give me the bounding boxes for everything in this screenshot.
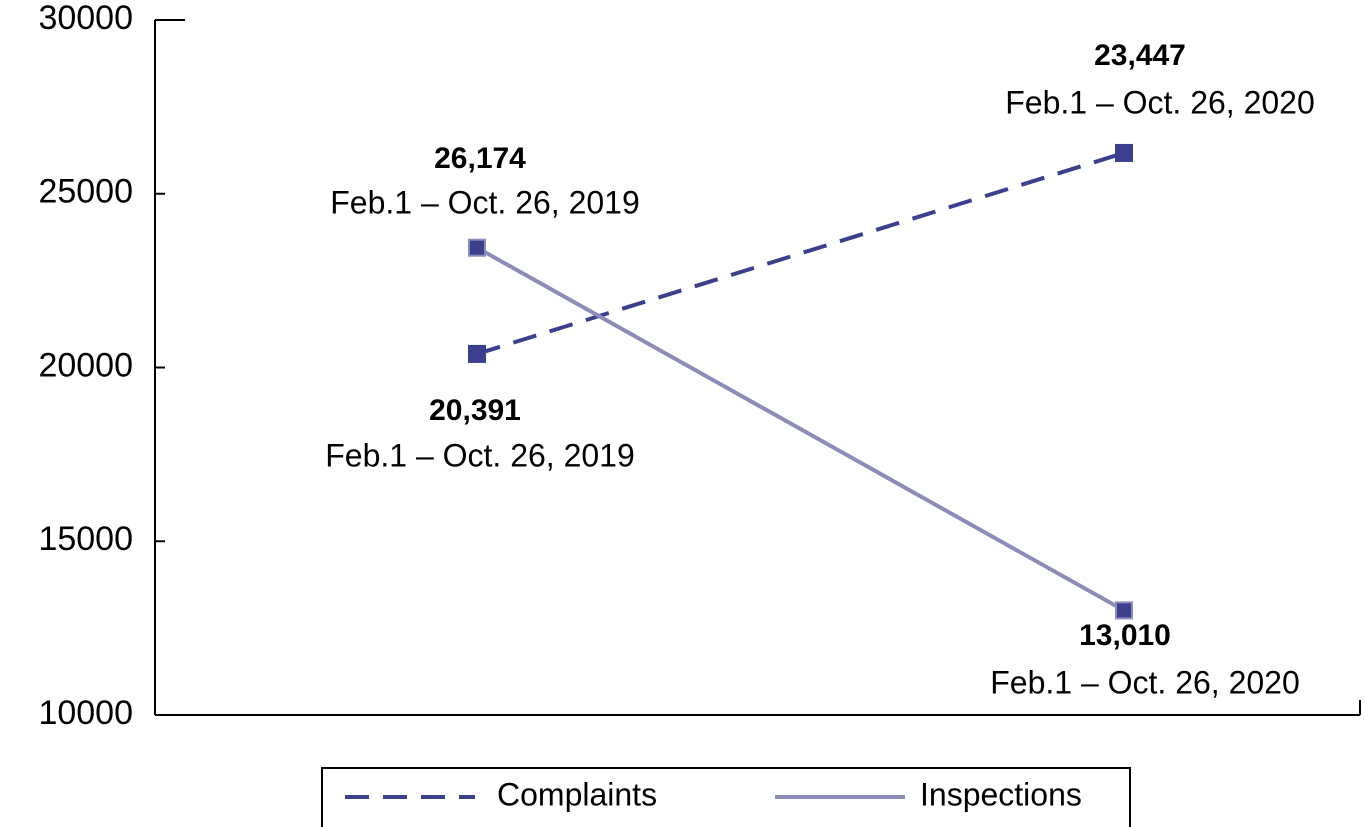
- y-tick-label: 25000: [38, 173, 133, 211]
- y-tick-label: 30000: [38, 0, 133, 37]
- annotation-label: Feb.1 – Oct. 26, 2020: [1005, 84, 1315, 120]
- annotation-value: 20,391: [429, 394, 521, 427]
- annotation-label: Feb.1 – Oct. 26, 2019: [325, 437, 635, 473]
- series-line: [476, 151, 1125, 356]
- point-marker: [468, 238, 486, 257]
- annotation-value: 23,447: [1094, 39, 1186, 72]
- annotation-value: 26,174: [434, 142, 526, 175]
- y-tick-label: 20000: [38, 346, 133, 384]
- point-marker: [468, 344, 486, 363]
- point-marker: [1115, 143, 1133, 162]
- legend-label: Complaints: [497, 776, 657, 812]
- legend-box: [321, 767, 1131, 827]
- annotation-label: Feb.1 – Oct. 26, 2020: [990, 664, 1300, 700]
- legend-label: Inspections: [920, 776, 1082, 812]
- annotation-label: Feb.1 – Oct. 26, 2019: [330, 184, 640, 220]
- y-tick-label: 10000: [38, 694, 133, 732]
- y-tick-label: 15000: [38, 520, 133, 558]
- point-marker: [1115, 601, 1133, 620]
- annotation-value: 13,010: [1079, 619, 1171, 652]
- series-line: [476, 245, 1125, 613]
